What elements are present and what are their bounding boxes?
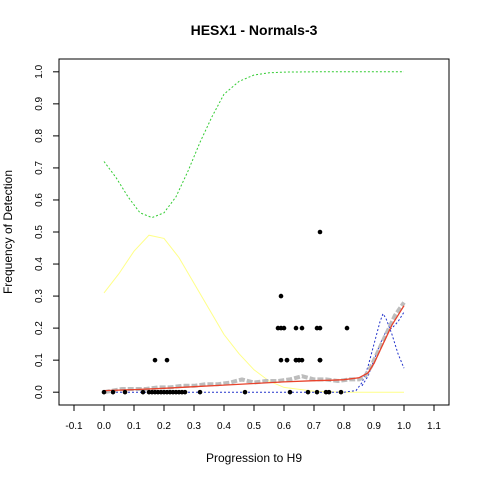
data-point bbox=[284, 357, 290, 363]
x-tick-label: 0.7 bbox=[307, 421, 321, 432]
data-point bbox=[242, 389, 248, 395]
data-point bbox=[293, 325, 299, 331]
blue-dotted-line bbox=[361, 311, 405, 387]
y-tick-label: 0.4 bbox=[34, 257, 45, 271]
y-tick-label: 0.1 bbox=[34, 353, 45, 367]
data-point bbox=[101, 389, 107, 395]
y-tick-label: 0.5 bbox=[34, 225, 45, 239]
y-tick-label: 0.2 bbox=[34, 321, 45, 335]
x-tick-label: 0.8 bbox=[337, 421, 351, 432]
data-point bbox=[338, 389, 344, 395]
yellow-band-line bbox=[103, 234, 404, 393]
data-point bbox=[110, 389, 116, 395]
data-point bbox=[278, 293, 284, 299]
x-tick-label: 0.1 bbox=[127, 421, 141, 432]
x-tick-label: 0.3 bbox=[187, 421, 201, 432]
data-point bbox=[281, 325, 287, 331]
x-tick-label: 1.1 bbox=[427, 421, 441, 432]
x-tick-label: -0.1 bbox=[65, 421, 83, 432]
chart-title: HESX1 - Normals-3 bbox=[191, 22, 318, 38]
x-tick-label: 0.5 bbox=[247, 421, 261, 432]
data-point bbox=[164, 357, 170, 363]
data-point bbox=[344, 325, 350, 331]
y-tick-label: 0.6 bbox=[34, 193, 45, 207]
y-tick-label: 0.9 bbox=[34, 96, 45, 110]
y-tick-label: 0.8 bbox=[34, 129, 45, 143]
data-point bbox=[314, 389, 320, 395]
x-tick-label: 0.2 bbox=[157, 421, 171, 432]
data-point bbox=[278, 357, 284, 363]
data-point bbox=[287, 389, 293, 395]
data-point bbox=[317, 325, 323, 331]
x-tick-label: 0.0 bbox=[97, 421, 111, 432]
data-point bbox=[122, 389, 128, 395]
data-point bbox=[317, 229, 323, 235]
x-tick-label: 1.0 bbox=[397, 421, 411, 432]
x-axis: -0.1 0.0 0.1 0.2 0.3 0.4 0.5 0.6 0.7 0.8 0.9 1.0 1.1 bbox=[65, 404, 441, 432]
gray-trace-line bbox=[103, 301, 406, 395]
y-axis: 0.0 0.1 0.2 0.3 0.4 0.5 0.6 0.7 0.8 0.9 1.0 bbox=[34, 64, 60, 399]
y-tick-label: 0.3 bbox=[34, 289, 45, 303]
data-point bbox=[140, 389, 146, 395]
x-tick-label: 0.6 bbox=[277, 421, 291, 432]
y-tick-label: 1.0 bbox=[34, 64, 45, 78]
data-point bbox=[317, 357, 323, 363]
x-tick-label: 0.9 bbox=[367, 421, 381, 432]
data-point bbox=[305, 389, 311, 395]
plot-area bbox=[101, 71, 406, 395]
plot-frame bbox=[58, 58, 450, 406]
y-tick-label: 0.0 bbox=[34, 385, 45, 399]
green-upper-band bbox=[103, 71, 404, 219]
data-point bbox=[326, 389, 332, 395]
data-point bbox=[182, 389, 188, 395]
x-tick-label: 0.4 bbox=[217, 421, 231, 432]
x-axis-label: Progression to H9 bbox=[206, 451, 302, 465]
red-fit-line bbox=[103, 305, 405, 392]
data-point bbox=[197, 389, 203, 395]
data-point bbox=[299, 357, 305, 363]
y-tick-label: 0.7 bbox=[34, 161, 45, 175]
data-point bbox=[299, 325, 305, 331]
y-axis-label: Frequency of Detection bbox=[1, 170, 15, 294]
data-point bbox=[152, 357, 158, 363]
